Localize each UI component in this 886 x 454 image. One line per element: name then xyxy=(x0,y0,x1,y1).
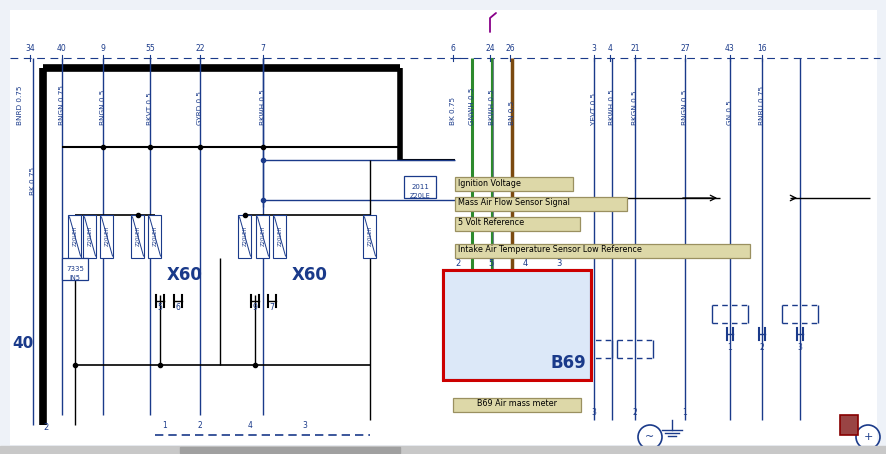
Text: BKWH 0.5: BKWH 0.5 xyxy=(488,89,494,125)
Text: BNRD 0.75: BNRD 0.75 xyxy=(17,85,23,125)
Text: Z20LEH: Z20LEH xyxy=(152,226,158,246)
Text: ~: ~ xyxy=(645,432,654,442)
Bar xyxy=(455,177,572,191)
Text: 1: 1 xyxy=(727,343,732,352)
Text: BKVT 0.5: BKVT 0.5 xyxy=(147,92,152,125)
Text: 9: 9 xyxy=(100,44,105,53)
Bar xyxy=(455,197,626,211)
Text: 5: 5 xyxy=(488,259,494,268)
Text: BKGN 0.5: BKGN 0.5 xyxy=(632,90,637,125)
Text: 2: 2 xyxy=(632,408,637,417)
Text: BNGN 0.5: BNGN 0.5 xyxy=(100,89,106,125)
Text: YEVT 0.5: YEVT 0.5 xyxy=(590,93,596,125)
Bar xyxy=(148,215,161,258)
Text: 24: 24 xyxy=(485,44,494,53)
Bar xyxy=(273,215,286,258)
Text: 3: 3 xyxy=(591,408,595,417)
Bar xyxy=(442,270,590,380)
Text: Ignition Voltage: Ignition Voltage xyxy=(457,178,520,188)
Text: 1: 1 xyxy=(682,408,687,417)
Text: BKWH 0.5: BKWH 0.5 xyxy=(260,89,266,125)
Text: 2: 2 xyxy=(198,421,202,430)
Bar xyxy=(256,215,269,258)
Text: Z20LEH: Z20LEH xyxy=(367,226,372,246)
Text: Z20LEH: Z20LEH xyxy=(277,226,282,246)
Text: BK 0.75: BK 0.75 xyxy=(30,167,36,195)
Text: Z20LEH: Z20LEH xyxy=(105,226,109,246)
Text: 3: 3 xyxy=(302,421,307,430)
Bar xyxy=(839,415,857,435)
Text: 40: 40 xyxy=(57,44,66,53)
Bar xyxy=(62,258,88,280)
Text: 6: 6 xyxy=(450,44,455,53)
Text: 2: 2 xyxy=(758,343,764,352)
Bar xyxy=(131,215,144,258)
Bar xyxy=(68,215,82,258)
Text: 7335: 7335 xyxy=(66,266,84,272)
Text: BNBU 0.75: BNBU 0.75 xyxy=(758,86,764,125)
Text: 22: 22 xyxy=(195,44,205,53)
Text: 2011: 2011 xyxy=(410,184,429,190)
Text: Z20LE: Z20LE xyxy=(409,193,430,199)
Text: Intake Air Temperature Sensor Low Reference: Intake Air Temperature Sensor Low Refere… xyxy=(457,246,641,255)
Text: BKWH 0.5: BKWH 0.5 xyxy=(609,89,614,125)
Text: X60: X60 xyxy=(167,266,203,284)
Text: 2: 2 xyxy=(455,259,460,268)
Text: B69: B69 xyxy=(549,354,586,372)
Bar xyxy=(455,217,579,231)
Text: Z20LEH: Z20LEH xyxy=(88,226,92,246)
Text: 3: 3 xyxy=(797,343,802,352)
Text: 16: 16 xyxy=(757,44,766,53)
Bar xyxy=(180,447,400,453)
Text: X60: X60 xyxy=(291,266,328,284)
Text: +: + xyxy=(862,432,872,442)
Bar xyxy=(0,446,886,454)
Text: Mass Air Flow Sensor Signal: Mass Air Flow Sensor Signal xyxy=(457,198,569,207)
Text: 21: 21 xyxy=(630,44,639,53)
Text: Z20LEH: Z20LEH xyxy=(73,226,77,246)
Text: 4: 4 xyxy=(607,44,611,53)
Text: 40: 40 xyxy=(12,336,33,351)
Text: 43: 43 xyxy=(725,44,734,53)
Text: BNGN 0.5: BNGN 0.5 xyxy=(681,89,688,125)
Text: 5 Volt Reference: 5 Volt Reference xyxy=(457,218,524,227)
Text: 27: 27 xyxy=(680,44,689,53)
Text: Z20LEH: Z20LEH xyxy=(260,226,265,246)
Bar xyxy=(455,244,750,258)
Text: 7: 7 xyxy=(269,303,274,312)
Text: 1: 1 xyxy=(162,421,167,430)
Text: 26: 26 xyxy=(505,44,514,53)
Text: B69 Air mass meter: B69 Air mass meter xyxy=(477,400,556,409)
Bar xyxy=(238,215,252,258)
Bar xyxy=(363,215,376,258)
Text: BNGN 0.75: BNGN 0.75 xyxy=(59,85,65,125)
Text: 4: 4 xyxy=(247,421,253,430)
Text: GNWH 0.5: GNWH 0.5 xyxy=(469,88,475,125)
Bar xyxy=(403,176,436,198)
Text: GYRD 0.5: GYRD 0.5 xyxy=(197,91,203,125)
Text: 9: 9 xyxy=(253,303,257,312)
Text: Z20LEH: Z20LEH xyxy=(136,226,140,246)
Text: 3: 3 xyxy=(556,259,561,268)
Text: BN 0.5: BN 0.5 xyxy=(509,101,515,125)
Text: 34: 34 xyxy=(25,44,35,53)
Bar xyxy=(453,398,580,412)
Text: 4: 4 xyxy=(522,259,527,268)
Bar xyxy=(83,215,97,258)
Text: BK 0.75: BK 0.75 xyxy=(449,97,455,125)
Text: 7: 7 xyxy=(260,44,265,53)
Text: GN 0.5: GN 0.5 xyxy=(727,100,732,125)
Text: 3: 3 xyxy=(591,44,595,53)
Bar xyxy=(100,215,113,258)
Bar xyxy=(442,270,590,380)
Text: 5: 5 xyxy=(158,303,162,312)
Text: 55: 55 xyxy=(145,44,155,53)
Text: Z20LEH: Z20LEH xyxy=(242,226,247,246)
Text: 6: 6 xyxy=(175,303,180,312)
Text: 2: 2 xyxy=(43,423,48,432)
Text: IN5: IN5 xyxy=(69,275,81,281)
